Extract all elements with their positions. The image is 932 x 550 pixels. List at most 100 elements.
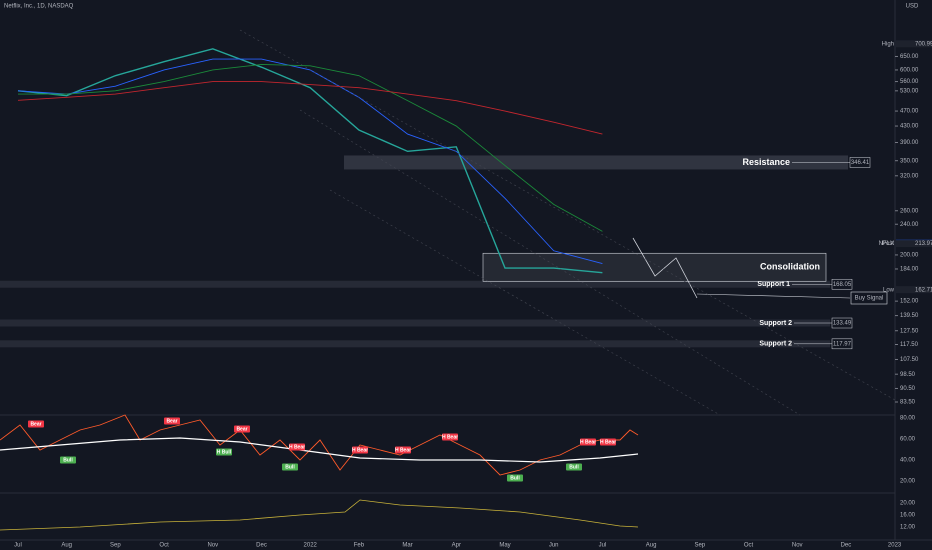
y-tick-label: 260.00	[900, 208, 919, 214]
signal-label: Bear	[166, 418, 177, 424]
price-label-box	[896, 240, 932, 248]
channel-line	[329, 189, 721, 416]
y-tick-label: 83.50	[900, 400, 916, 406]
signal-box	[395, 446, 411, 454]
signal-label: H Bear	[600, 439, 616, 445]
price-label-tag: Low	[883, 287, 895, 293]
signal-label: Bear	[30, 421, 41, 427]
y-tick-label: 470.00	[900, 109, 919, 115]
level-value-box	[831, 338, 853, 350]
y-tick-label: 127.50	[900, 328, 919, 334]
y-tick-label: 240.00	[900, 222, 919, 228]
rsi-line	[0, 414, 639, 476]
rsi-average	[0, 437, 639, 463]
y-tick-label: 90.50	[900, 386, 916, 392]
level-value: 133.49	[833, 321, 852, 327]
signal-label: H Bear	[580, 439, 596, 445]
signal-box	[507, 474, 523, 482]
x-tick-label: Aug	[646, 543, 657, 549]
level-value-box	[831, 278, 853, 290]
signal-label: Bull	[569, 464, 579, 470]
signal-label: H Bull	[217, 449, 232, 455]
signal-label: Bull	[510, 475, 520, 481]
level-value: 117.97	[833, 341, 852, 347]
projection-arrow	[632, 237, 698, 299]
x-tick-label: Mar	[402, 543, 412, 549]
vol-tick-label: 12.00	[900, 525, 916, 531]
signal-box	[28, 420, 44, 428]
x-tick-label: Jun	[549, 543, 559, 549]
currency: USD	[906, 4, 919, 10]
buy-signal-box	[850, 291, 888, 305]
x-tick-label: Jul	[599, 543, 607, 549]
y-tick-label: 390.00	[900, 140, 919, 146]
signal-box	[234, 425, 250, 433]
x-tick-label: Sep	[110, 543, 121, 549]
level-value: 168.05	[833, 282, 852, 288]
series-line	[17, 48, 603, 274]
x-tick-label: Dec	[256, 543, 267, 549]
price-label-value: 700.99	[915, 41, 932, 47]
signal-label: Bull	[285, 464, 295, 470]
x-tick-label: Oct	[159, 543, 169, 549]
signal-box	[289, 443, 305, 451]
signal-box	[600, 438, 616, 446]
level-value: 346.41	[851, 160, 870, 166]
vol-tick-label: 20.00	[900, 501, 916, 507]
rsi-tick-label: 80.00	[900, 416, 916, 422]
consolidation-box	[482, 252, 827, 282]
x-tick-label: Sep	[694, 543, 705, 549]
price-label-value: 213.97	[915, 241, 932, 247]
level-band	[0, 280, 830, 288]
y-tick-label: 117.50	[900, 342, 919, 348]
signal-label: H Bear	[442, 434, 458, 440]
x-tick-label: Jul	[14, 543, 22, 549]
level-band	[344, 155, 848, 170]
price-label-tag: Post	[882, 241, 894, 247]
level-label: Support 2	[759, 320, 792, 327]
price-label-tag: High	[882, 41, 894, 47]
x-tick-label: 2023	[888, 543, 902, 549]
level-value-box	[831, 317, 853, 329]
signal-box	[442, 433, 458, 441]
signal-box	[352, 446, 368, 454]
x-tick-label: Apr	[452, 543, 461, 549]
y-tick-label: 200.00	[900, 253, 919, 259]
price-label-box	[896, 40, 932, 48]
x-tick-label: Feb	[354, 543, 365, 549]
y-tick-label: 139.50	[900, 313, 919, 319]
y-tick-label: 98.50	[900, 372, 916, 378]
y-tick-label: 530.00	[900, 88, 919, 94]
volatility-line	[0, 499, 639, 531]
x-tick-label: 2022	[304, 543, 318, 549]
signal-label: H Bear	[352, 447, 368, 453]
series-line	[18, 63, 603, 232]
x-tick-label: Nov	[792, 543, 803, 549]
y-tick-label: 320.00	[900, 173, 919, 179]
level-label: Support 1	[757, 281, 790, 288]
y-tick-label: 350.00	[900, 158, 919, 164]
price-label-value: 162.71	[915, 287, 932, 293]
level-band	[0, 340, 830, 348]
buy-signal-pointer	[696, 293, 851, 299]
symbol: Netflix, Inc., 1D, NASDAQ	[4, 4, 74, 10]
signal-box	[566, 463, 582, 471]
x-tick-label: Nov	[207, 543, 218, 549]
signal-box	[60, 456, 76, 464]
y-tick-label: 152.00	[900, 299, 919, 305]
rsi-tick-label: 20.00	[900, 479, 916, 485]
signal-label: Bear	[236, 426, 247, 432]
signal-label: Bull	[63, 457, 73, 463]
price-label-tag: NFLX	[879, 241, 894, 247]
level-band	[0, 319, 830, 327]
buy-signal: Buy Signal	[855, 296, 884, 302]
y-tick-label: 600.00	[900, 68, 919, 74]
channel-line	[239, 29, 896, 401]
y-tick-label: 560.00	[900, 79, 919, 85]
x-tick-label: Aug	[61, 543, 72, 549]
signal-label: H Bear	[395, 447, 411, 453]
y-tick-label: 430.00	[900, 124, 919, 130]
level-label: Support 2	[759, 341, 792, 348]
